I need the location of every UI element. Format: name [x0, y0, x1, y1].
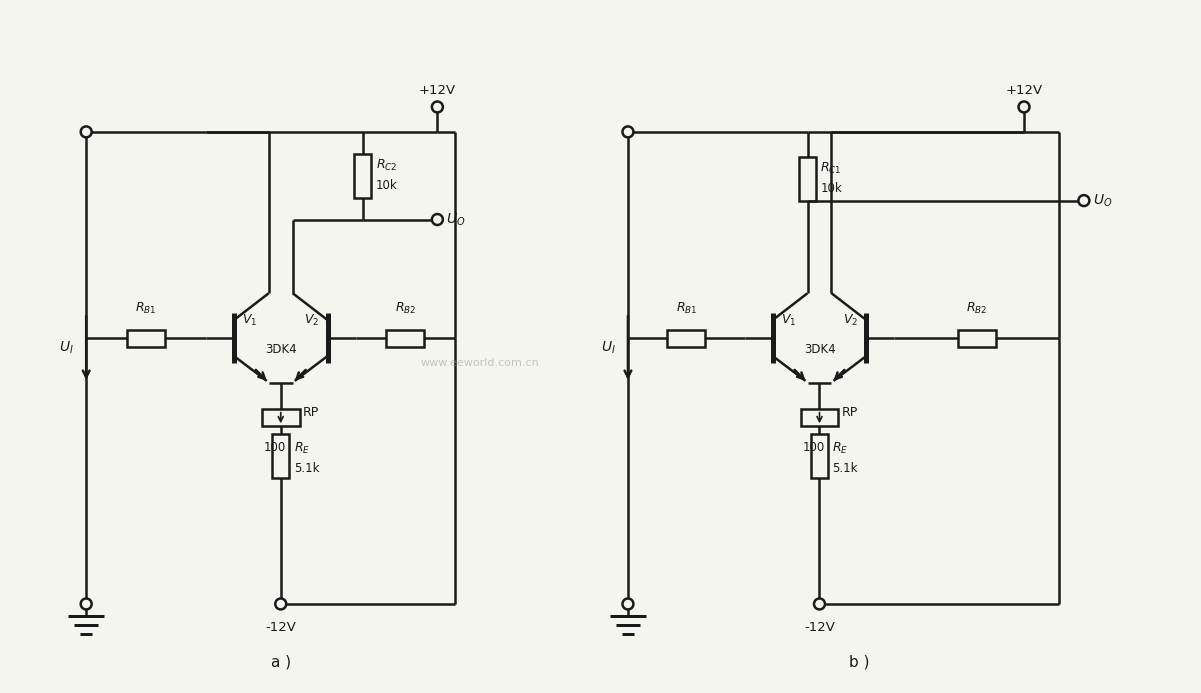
Text: $R_{B2}$: $R_{B2}$ [395, 301, 416, 316]
Bar [387, 330, 424, 346]
Text: $U_I$: $U_I$ [60, 340, 74, 356]
Circle shape [623, 599, 633, 608]
Circle shape [814, 599, 824, 608]
Circle shape [432, 103, 442, 112]
Text: $U_O$: $U_O$ [447, 211, 466, 228]
Text: $V_1$: $V_1$ [781, 313, 796, 328]
Bar [127, 330, 165, 346]
Text: RP: RP [303, 406, 319, 419]
Text: $R_{C2}$: $R_{C2}$ [376, 158, 396, 173]
Text: 5.1k: 5.1k [294, 462, 319, 475]
Text: 10k: 10k [376, 179, 398, 192]
Text: $U_I$: $U_I$ [602, 340, 616, 356]
Text: www.eeworld.com.cn: www.eeworld.com.cn [420, 358, 539, 368]
Text: $R_E$: $R_E$ [294, 441, 310, 455]
Text: +12V: +12V [419, 84, 456, 97]
Text: +12V: +12V [1005, 84, 1042, 97]
Bar [957, 330, 996, 346]
Text: 100: 100 [264, 441, 286, 454]
Text: $V_2$: $V_2$ [843, 313, 859, 328]
Text: $V_2$: $V_2$ [305, 313, 319, 328]
Bar [668, 330, 705, 346]
Bar [799, 157, 815, 200]
Circle shape [432, 215, 442, 224]
Circle shape [623, 128, 633, 137]
Circle shape [82, 128, 91, 137]
Text: $R_{B1}$: $R_{B1}$ [676, 301, 697, 316]
Text: $R_{B2}$: $R_{B2}$ [966, 301, 987, 316]
Text: RP: RP [842, 406, 858, 419]
Text: 5.1k: 5.1k [832, 462, 858, 475]
Bar [811, 434, 827, 478]
Text: -12V: -12V [803, 621, 835, 634]
Circle shape [1020, 103, 1029, 112]
Text: 100: 100 [802, 441, 825, 454]
Text: 10k: 10k [820, 182, 842, 195]
Bar [354, 154, 371, 198]
Text: b ): b ) [849, 654, 870, 669]
Circle shape [82, 599, 91, 608]
Text: 3DK4: 3DK4 [803, 344, 836, 356]
Text: $R_{B1}$: $R_{B1}$ [136, 301, 157, 316]
Text: $V_1$: $V_1$ [241, 313, 257, 328]
Circle shape [276, 599, 286, 608]
Bar [262, 410, 300, 426]
Circle shape [1080, 196, 1088, 205]
Text: $R_E$: $R_E$ [832, 441, 849, 455]
Text: -12V: -12V [265, 621, 297, 634]
Text: a ): a ) [270, 654, 291, 669]
Text: $U_O$: $U_O$ [1093, 193, 1112, 209]
Bar [273, 434, 289, 478]
Bar [801, 410, 838, 426]
Text: 3DK4: 3DK4 [265, 344, 297, 356]
Text: $R_{C1}$: $R_{C1}$ [820, 161, 842, 176]
